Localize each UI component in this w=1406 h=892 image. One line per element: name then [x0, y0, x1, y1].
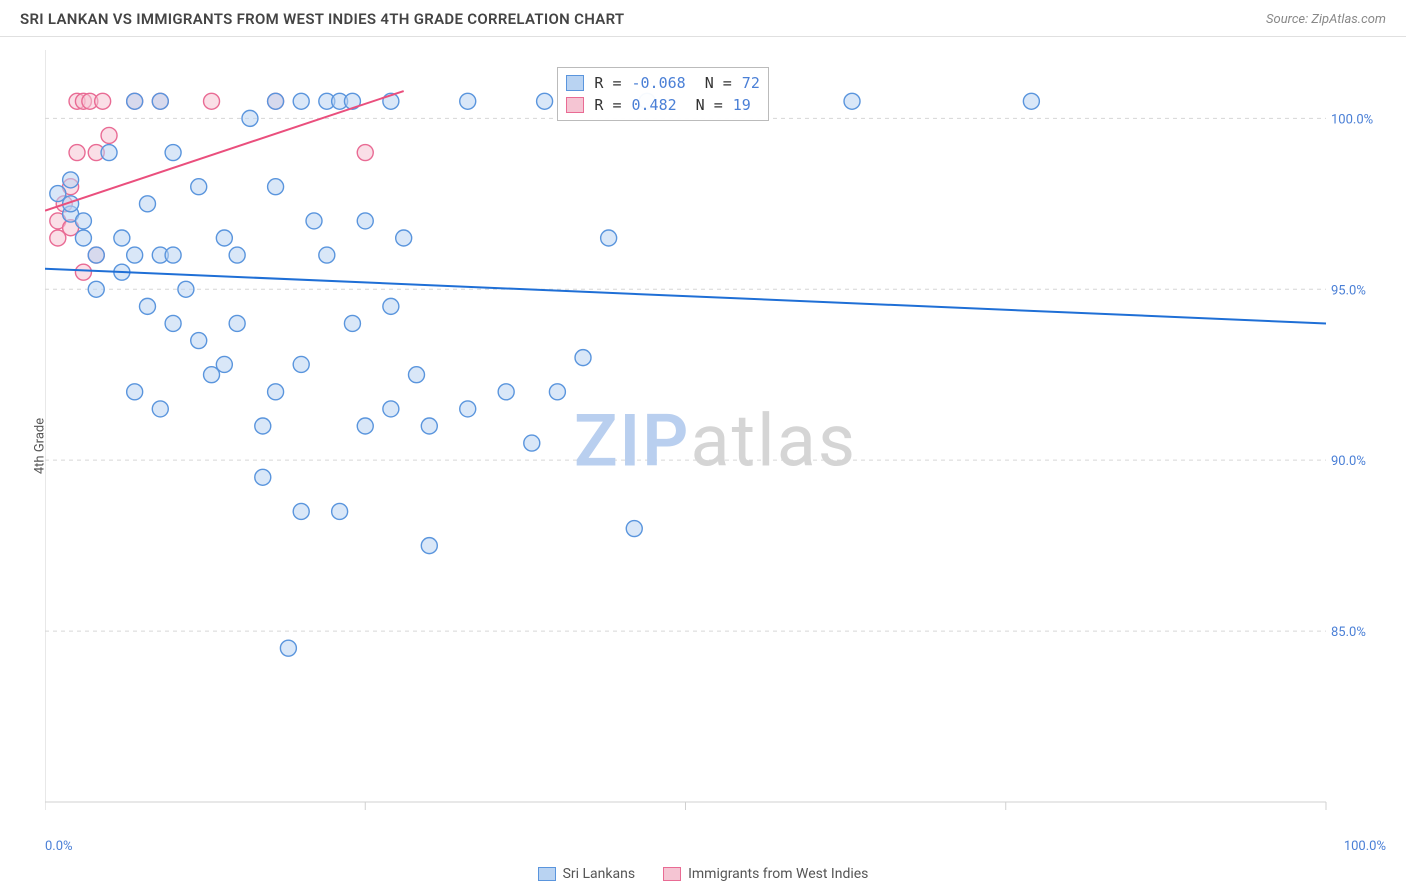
- r-value-sri-lankans: -0.068: [631, 74, 685, 92]
- svg-text:90.0%: 90.0%: [1331, 454, 1366, 469]
- correlation-stats-box: R = -0.068 N = 72 R = 0.482 N = 19: [557, 67, 768, 121]
- legend-label-sri-lankans: Sri Lankans: [563, 866, 636, 882]
- chart-header: SRI LANKAN VS IMMIGRANTS FROM WEST INDIE…: [0, 0, 1406, 37]
- x-tick-max: 100.0%: [1344, 839, 1386, 854]
- legend: Sri Lankans Immigrants from West Indies: [0, 866, 1406, 882]
- legend-item-west-indies: Immigrants from West Indies: [663, 866, 868, 882]
- legend-swatch-west-indies: [663, 867, 681, 881]
- legend-swatch-sri-lankans: [538, 867, 556, 881]
- n-value-sri-lankans: 72: [742, 74, 760, 92]
- x-axis-labels: 0.0% 100.0%: [45, 839, 1386, 854]
- chart-title: SRI LANKAN VS IMMIGRANTS FROM WEST INDIE…: [20, 10, 624, 28]
- x-tick-min: 0.0%: [45, 839, 73, 854]
- swatch-sri-lankans: [566, 75, 584, 91]
- svg-text:95.0%: 95.0%: [1331, 283, 1366, 298]
- swatch-west-indies: [566, 97, 584, 113]
- stats-row-west-indies: R = 0.482 N = 19: [566, 94, 759, 116]
- plot-area: 85.0%90.0%95.0%100.0% ZIPatlas R = -0.06…: [45, 50, 1386, 832]
- svg-text:100.0%: 100.0%: [1331, 112, 1373, 127]
- legend-item-sri-lankans: Sri Lankans: [538, 866, 636, 882]
- source-attribution: Source: ZipAtlas.com: [1266, 12, 1386, 27]
- n-value-west-indies: 19: [733, 96, 751, 114]
- scatter-chart: 85.0% 90.0% 95.0% 100.0%: [45, 50, 1386, 832]
- r-value-west-indies: 0.482: [631, 96, 676, 114]
- stats-row-sri-lankans: R = -0.068 N = 72: [566, 72, 759, 94]
- svg-text:85.0%: 85.0%: [1331, 625, 1366, 640]
- legend-label-west-indies: Immigrants from West Indies: [688, 866, 868, 882]
